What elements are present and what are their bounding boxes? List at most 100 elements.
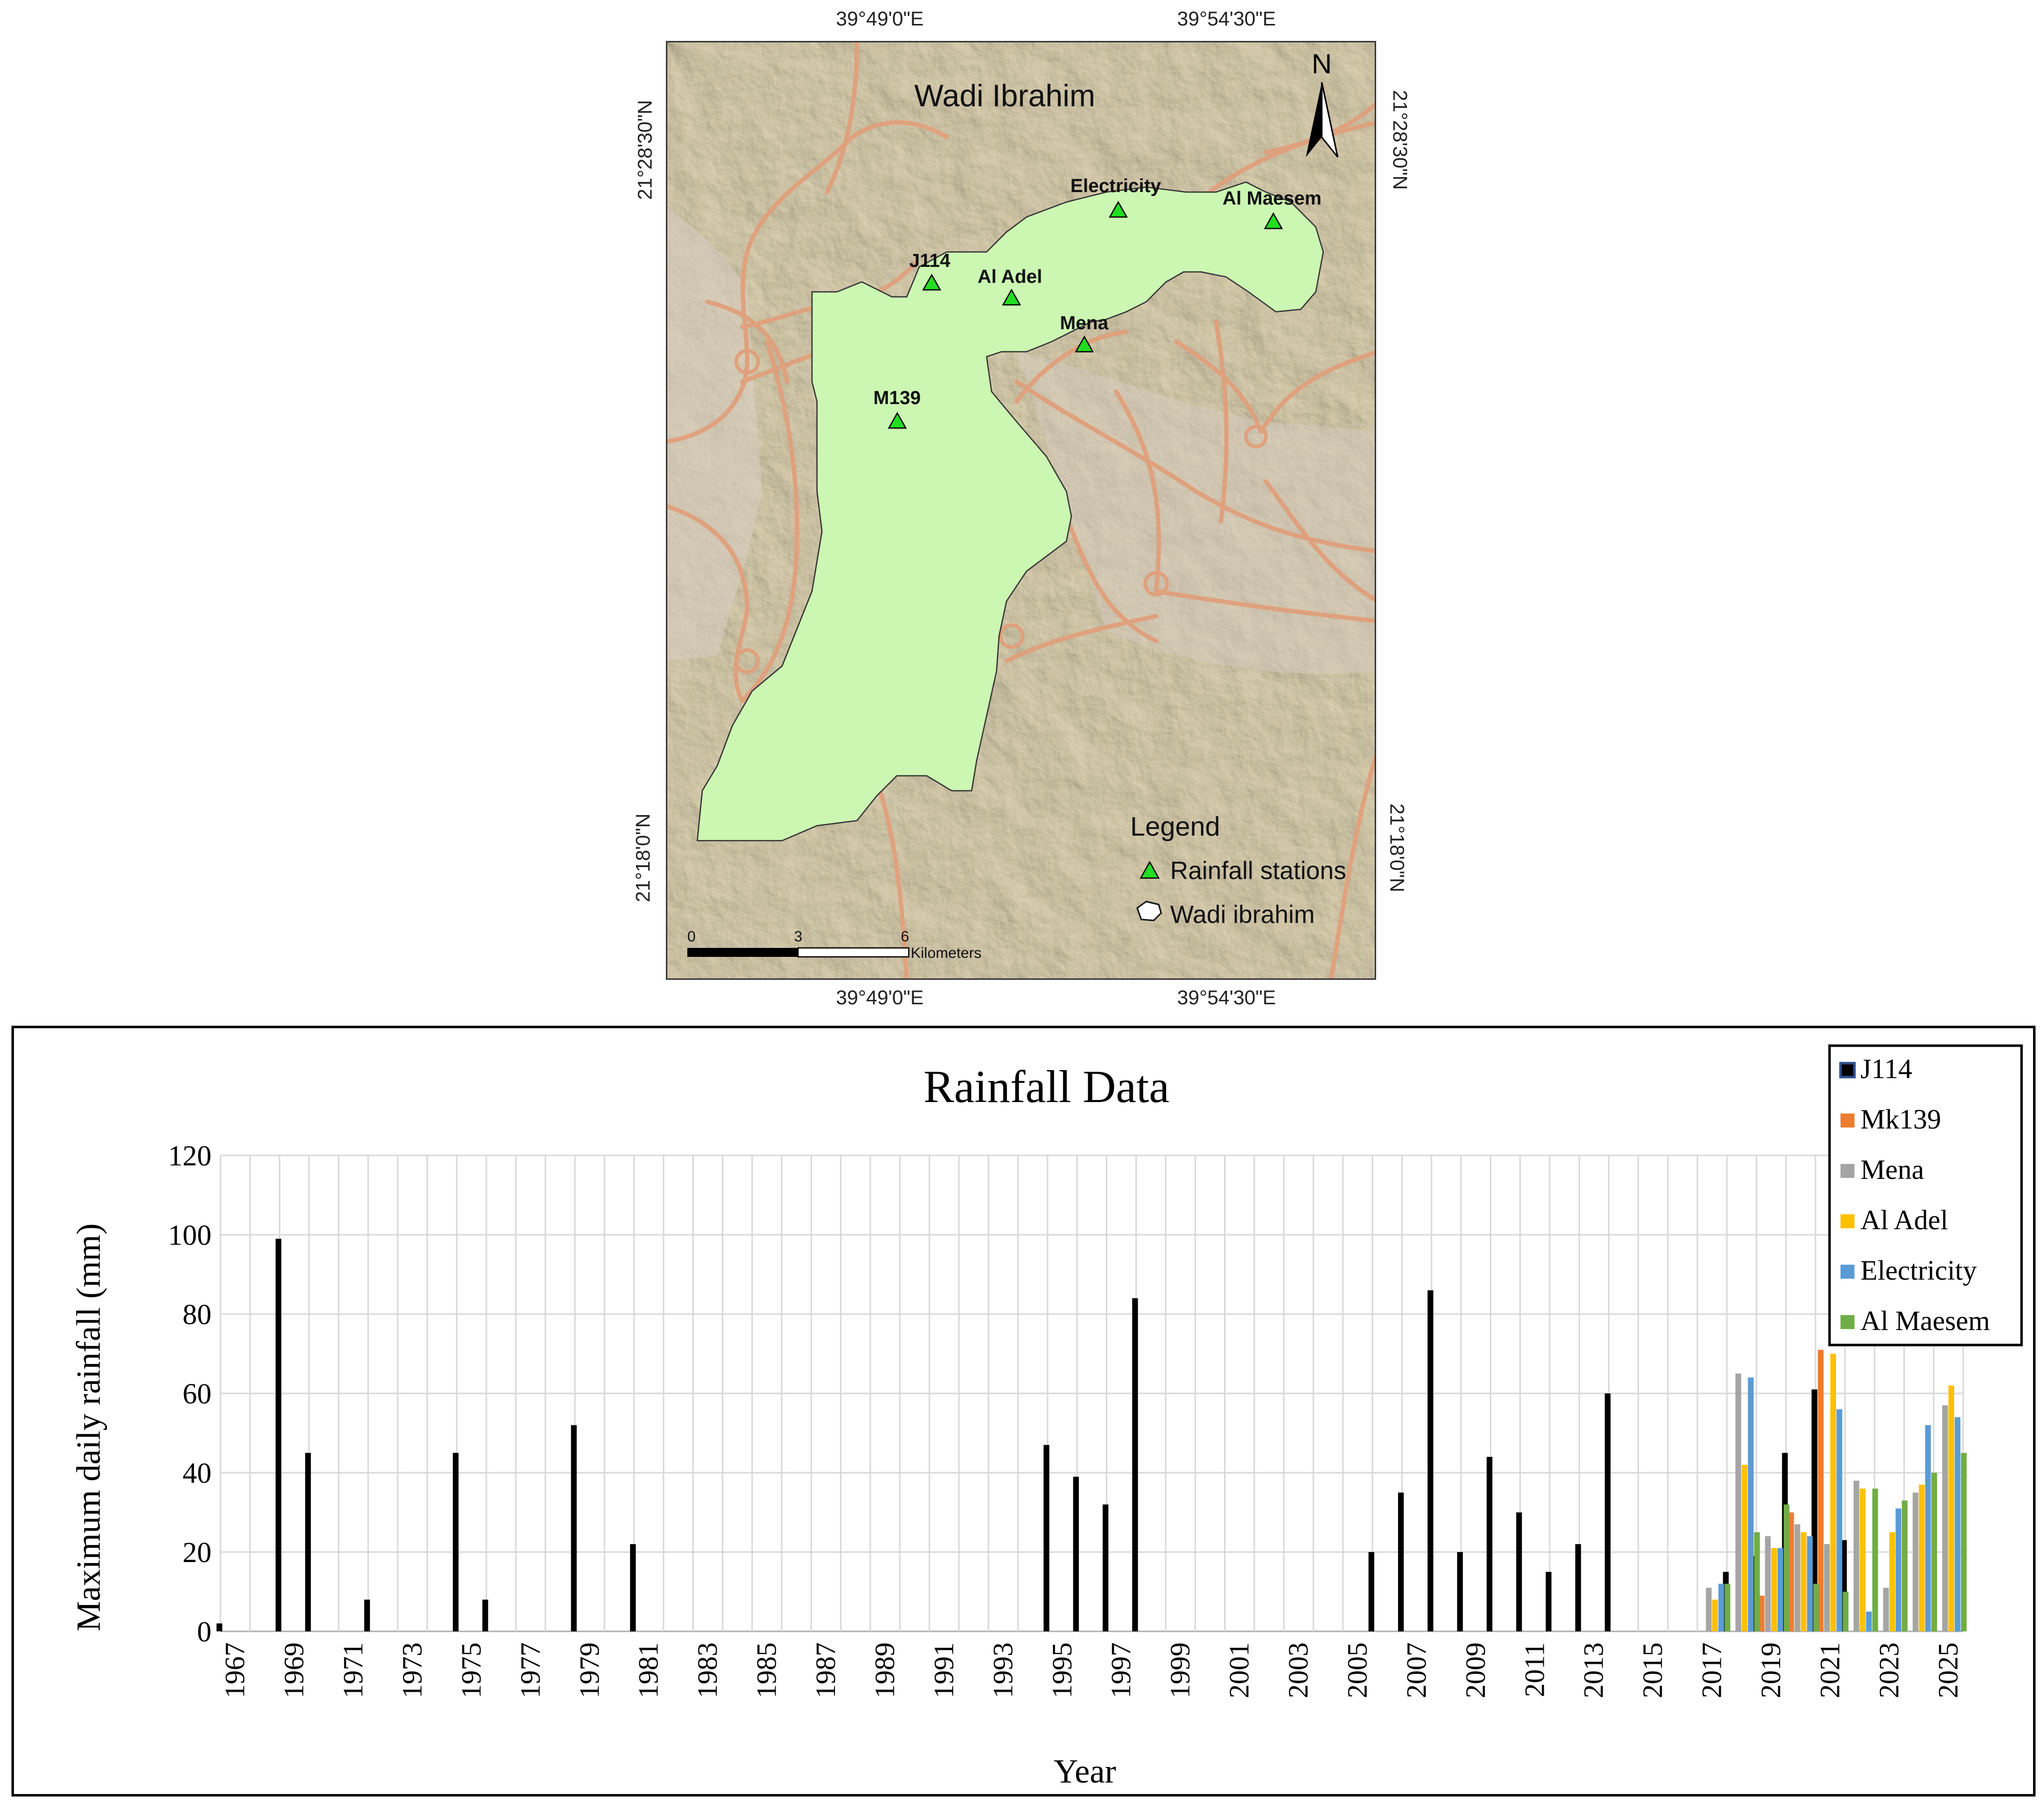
scale-bar: 0 3 6 Kilometers	[687, 928, 982, 961]
scale-tick-0: 0	[687, 928, 696, 945]
bar-j114-1998	[1132, 1298, 1138, 1631]
station-marker-al-adel	[1002, 288, 1022, 306]
x-tick-label-1989: 1989	[869, 1642, 900, 1698]
right-lat-label-1: 21°28'30"N	[1389, 90, 1411, 190]
bar-electricity-2025	[1954, 1417, 1961, 1631]
x-tick-label-1985: 1985	[752, 1642, 783, 1698]
bar-electricity-2019	[1777, 1548, 1784, 1631]
bottom-lon-label-2: 39°54'30"E	[1177, 987, 1276, 1009]
x-tick-label-1995: 1995	[1047, 1642, 1078, 1698]
chart-bars	[216, 1238, 1967, 1631]
bar-al-adel-2024	[1919, 1484, 1925, 1631]
x-tick-label-2025: 2025	[1933, 1642, 1964, 1698]
x-tick-label-1981: 1981	[633, 1642, 664, 1698]
x-tick-label-2007: 2007	[1401, 1642, 1432, 1698]
legend-label-electricity: Electricity	[1860, 1255, 1977, 1286]
bar-al-adel-2018	[1741, 1465, 1748, 1631]
station-marker-al-maesem	[1263, 212, 1283, 229]
bar-j114-1976	[482, 1599, 488, 1631]
rainfall-stations	[887, 201, 1283, 429]
scale-unit: Kilometers	[911, 945, 982, 961]
bar-mena-2021	[1824, 1544, 1830, 1631]
bar-mena-2025	[1942, 1405, 1948, 1631]
x-tick-label-2021: 2021	[1815, 1642, 1846, 1698]
x-tick-label-1987: 1987	[811, 1642, 841, 1698]
y-tick-label-0: 0	[197, 1615, 211, 1648]
bar-mk139-2019	[1759, 1595, 1765, 1631]
legend-label-mena: Mena	[1860, 1154, 1924, 1185]
bar-mena-2020	[1794, 1524, 1801, 1631]
station-label-m139: M139	[873, 388, 921, 409]
bar-j114-2022	[1841, 1540, 1847, 1631]
bar-al-adel-2019	[1771, 1548, 1777, 1631]
bar-mena-2024	[1912, 1492, 1919, 1631]
bar-electricity-2020	[1807, 1536, 1813, 1631]
bar-electricity-2022	[1866, 1611, 1872, 1631]
x-tick-label-2005: 2005	[1342, 1642, 1373, 1698]
bar-electricity-2024	[1925, 1425, 1931, 1631]
bar-j114-2006	[1368, 1552, 1375, 1631]
roundabouts	[734, 349, 1268, 674]
chart-legend: J114 Mk139 Mena Al Adel Electricity Al Maesem	[1828, 1044, 2023, 1347]
left-lat-label-1: 21°28'30"N	[634, 100, 656, 200]
station-labels: J114 Al Adel Electricity Al Maesem Mena …	[873, 176, 1322, 409]
x-tick-label-1979: 1979	[574, 1642, 605, 1698]
bar-electricity-2023	[1895, 1508, 1901, 1631]
y-tick-label-80: 80	[183, 1298, 211, 1331]
green-triangle-icon	[1139, 861, 1160, 879]
rainfall-chart: Rainfall Data 0 20 40 60 80 100 120 1967 1969 19…	[11, 1026, 2036, 1797]
y-tick-label-20: 20	[183, 1536, 211, 1569]
station-marker-m139	[887, 412, 907, 429]
bar-al-adel-2025	[1948, 1385, 1954, 1631]
bar-mena-2022	[1853, 1480, 1859, 1631]
bar-j114-1972	[364, 1599, 370, 1631]
bar-j114-2009	[1457, 1552, 1463, 1631]
bar-al-maesem-2018	[1754, 1532, 1760, 1631]
map-title: Wadi Ibrahim	[914, 79, 1095, 113]
bar-j114-2014	[1605, 1393, 1611, 1631]
bar-al-adel-2017	[1712, 1599, 1718, 1631]
bar-j114-1997	[1102, 1504, 1109, 1631]
bar-j114-2013	[1575, 1544, 1581, 1631]
bar-j114-2011	[1516, 1512, 1522, 1631]
bar-al-adel-2020	[1801, 1532, 1807, 1631]
chart-legend-box	[1828, 1044, 2023, 1347]
x-tick-label-2011: 2011	[1519, 1642, 1550, 1697]
x-tick-label-2015: 2015	[1637, 1642, 1668, 1698]
bar-electricity-2021	[1837, 1409, 1842, 1631]
x-tick-label-1975: 1975	[456, 1642, 487, 1698]
bar-mena-2019	[1765, 1536, 1771, 1631]
station-label-electricity: Electricity	[1070, 176, 1161, 197]
scale-tick-3: 3	[794, 928, 803, 945]
y-tick-label-120: 120	[168, 1139, 211, 1172]
station-marker-j114	[922, 273, 942, 291]
bar-j114-1996	[1073, 1476, 1079, 1631]
y-tick-label-40: 40	[183, 1457, 211, 1489]
x-tick-label-1999: 1999	[1165, 1642, 1196, 1698]
legend-swatch-mk139	[1840, 1114, 1854, 1127]
north-arrow-right-icon	[1321, 82, 1339, 158]
north-arrow-left-icon	[1306, 82, 1322, 157]
x-tick-label-1983: 1983	[692, 1642, 723, 1698]
x-tick-label-1969: 1969	[279, 1642, 310, 1698]
legend-swatch-mena	[1840, 1164, 1854, 1178]
bar-al-adel-2023	[1889, 1532, 1895, 1631]
map-legend: Legend Rainfall stations Wadi ibrahim	[1130, 812, 1346, 928]
x-tick-label-1977: 1977	[515, 1642, 546, 1698]
bar-j114-1970	[305, 1453, 311, 1631]
bar-mk139-2021	[1818, 1350, 1824, 1631]
x-tick-label-1971: 1971	[338, 1642, 369, 1698]
x-axis-ticks: 1967 1969 1971 1973 1975 1977 1979 1981 1983 1985…	[220, 1642, 1964, 1698]
polygon-outline-icon	[1136, 901, 1162, 921]
bar-al-maesem-2017	[1724, 1583, 1731, 1631]
station-label-al-maesem: Al Maesem	[1223, 188, 1322, 209]
station-label-mena: Mena	[1060, 313, 1109, 334]
bar-al-maesem-2022	[1872, 1488, 1878, 1631]
x-tick-label-2013: 2013	[1579, 1642, 1610, 1698]
top-lon-label-2: 39°54'30"E	[1177, 8, 1276, 30]
urban-area-right	[1017, 352, 1375, 675]
legend-title: Legend	[1130, 812, 1220, 842]
chart-gridlines	[219, 1154, 1964, 1632]
bar-j114-1979	[571, 1425, 577, 1631]
